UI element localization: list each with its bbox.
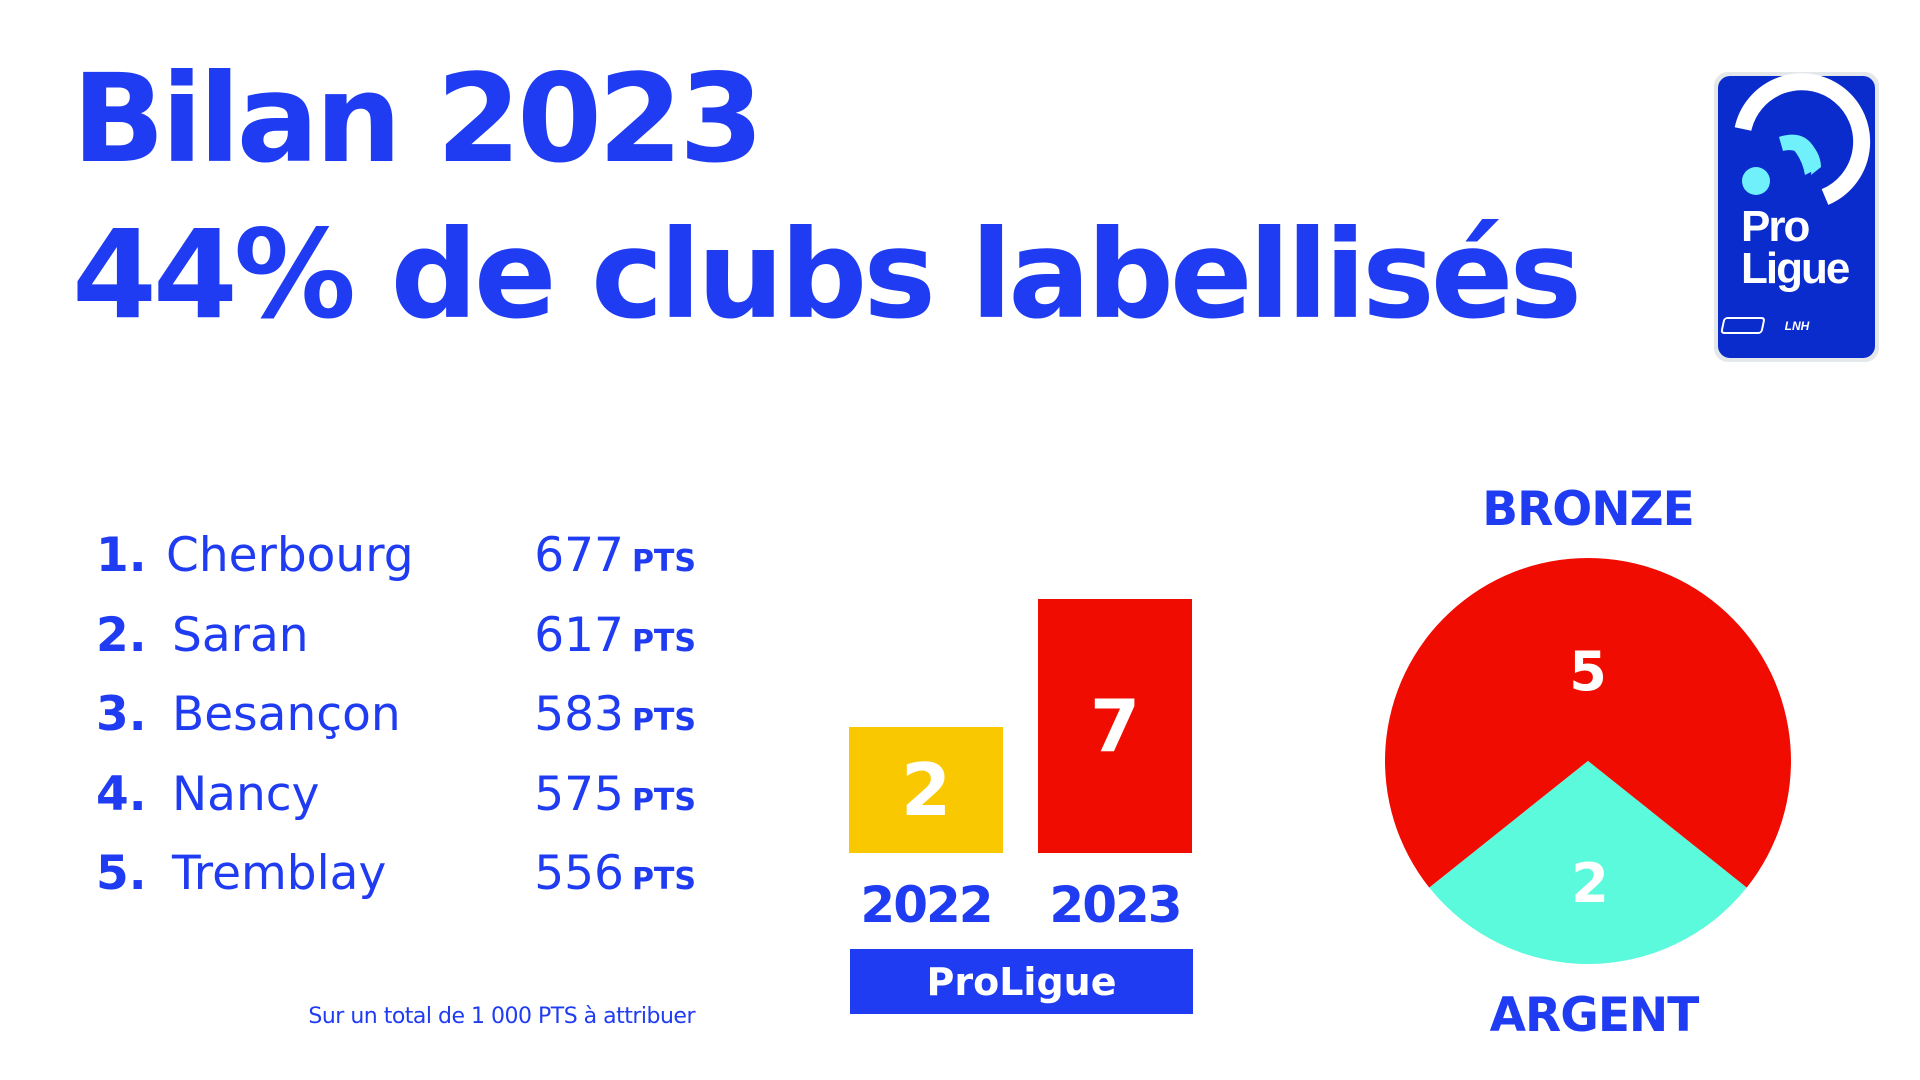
rank: 2. [96,608,147,663]
points-unit: PTS [631,624,696,659]
club-name: Nancy [172,767,320,822]
pie-slice-argent [1429,761,1747,964]
rank: 3. [96,687,147,742]
ranking-row: 1. Cherbourg 677 PTS [96,526,696,586]
points-value: 575 [534,767,624,822]
footnote: Sur un total de 1 000 PTS à attribuer [308,1004,695,1029]
rank: 5. [96,846,147,901]
points: 617 PTS [534,606,696,672]
slice-value-label: 2 [1571,852,1609,915]
club-name: Cherbourg [166,528,414,583]
points: 583 PTS [534,685,696,751]
points-unit: PTS [631,703,696,738]
pie-label-argent: ARGENT [1489,988,1700,1043]
ranking-row: 3. Besançon 583 PTS [96,685,696,745]
slice-value-label: 5 [1569,640,1607,703]
page-title: Bilan 2023 [72,48,764,190]
svg-text:LNH: LNH [1785,319,1810,333]
points: 556 PTS [534,844,696,910]
club-name: Tremblay [172,846,387,901]
x-tick-label: 2023 [1049,876,1182,934]
bar-2022: 2 [849,726,1003,853]
x-tick-label: 2022 [860,876,993,934]
bar-value-label: 2 [900,747,952,832]
pie-chart [1385,558,1791,964]
page-subtitle: 44% de clubs labellisés [72,204,1582,346]
group-label: ProLigue [850,949,1193,1014]
points-value: 556 [534,846,624,901]
points-unit: PTS [631,783,696,818]
bar-2023: 7 [1038,598,1192,853]
svg-text:Ligue: Ligue [1741,244,1849,293]
club-name: Besançon [172,687,401,742]
ranking-row: 2. Saran 617 PTS [96,606,696,666]
points-value: 583 [534,687,624,742]
ranking-row: 5. Tremblay 556 PTS [96,844,696,904]
points-unit: PTS [631,862,696,897]
ranking-row: 4. Nancy 575 PTS [96,765,696,825]
club-name: Saran [172,608,309,663]
bar-value-label: 7 [1089,683,1141,768]
svg-text:Pro: Pro [1741,202,1809,251]
pie-label-bronze: BRONZE [1482,482,1695,537]
rank: 4. [96,767,147,822]
points: 677 PTS [534,526,696,592]
pie-slice-bronze [1385,558,1791,888]
proligue-logo: Pro Ligue LNH [1713,71,1880,363]
points: 575 PTS [534,765,696,831]
rank: 1. [96,528,147,583]
points-unit: PTS [631,544,696,579]
points-value: 617 [534,608,624,663]
points-value: 677 [534,528,624,583]
